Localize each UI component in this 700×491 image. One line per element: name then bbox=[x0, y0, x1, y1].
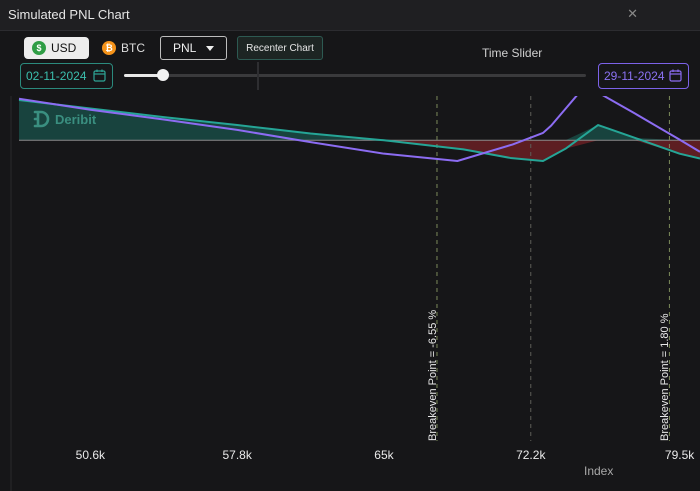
recenter-chart-button[interactable]: Recenter Chart bbox=[237, 36, 323, 60]
btc-toggle-button[interactable]: ₿ BTC bbox=[96, 37, 158, 59]
calendar-icon bbox=[669, 69, 682, 82]
window-title: Simulated PNL Chart bbox=[8, 7, 130, 22]
x-tick-label: 57.8k bbox=[222, 448, 252, 462]
breakeven-label: Breakeven Point = -6.55 % bbox=[426, 309, 439, 441]
profit-area bbox=[19, 100, 700, 141]
chevron-down-icon bbox=[206, 46, 214, 51]
x-tick-label: 72.2k bbox=[516, 448, 546, 462]
time-slider-fill bbox=[124, 74, 164, 77]
bitcoin-coin-icon: ₿ bbox=[102, 41, 116, 55]
time-slider-marker bbox=[257, 62, 259, 90]
btc-label: BTC bbox=[121, 41, 145, 55]
deribit-wordmark: Deribit bbox=[55, 111, 97, 127]
x-tick-label: 65k bbox=[374, 448, 394, 462]
start-date-picker[interactable]: 02-11-2024 bbox=[20, 63, 113, 89]
breakeven-label: Breakeven Point = 1.80 % bbox=[659, 313, 672, 442]
time-slider-label: Time Slider bbox=[482, 46, 543, 60]
pnl-chart-canvas bbox=[10, 96, 700, 491]
dollar-coin-icon: $ bbox=[32, 41, 46, 55]
window-titlebar: Simulated PNL Chart ✕ bbox=[0, 0, 700, 31]
x-axis-title: Index bbox=[584, 464, 614, 478]
metric-select[interactable]: PNL bbox=[160, 36, 227, 60]
usd-toggle-button[interactable]: $ USD bbox=[24, 37, 89, 59]
metric-select-value: PNL bbox=[173, 41, 197, 55]
end-date-value: 29-11-2024 bbox=[604, 69, 665, 83]
series-line-1 bbox=[18, 96, 700, 162]
deribit-watermark: Deribit bbox=[32, 110, 96, 128]
x-tick-label: 79.5k bbox=[664, 448, 695, 462]
usd-label: USD bbox=[51, 41, 77, 55]
time-slider-handle[interactable] bbox=[157, 69, 170, 81]
deribit-logo-icon bbox=[33, 110, 50, 128]
loss-area bbox=[19, 140, 700, 161]
close-icon[interactable]: ✕ bbox=[627, 6, 638, 21]
x-tick-label: 50.6k bbox=[75, 448, 106, 462]
start-date-value: 02-11-2024 bbox=[26, 69, 87, 83]
end-date-picker[interactable]: 29-11-2024 bbox=[598, 63, 689, 89]
pnl-chart[interactable] bbox=[0, 96, 700, 491]
chart-controls: $ USD ₿ BTC PNL Recenter Chart Time Slid… bbox=[0, 34, 700, 94]
series-line-0 bbox=[18, 99, 700, 162]
time-slider-track[interactable] bbox=[124, 74, 586, 77]
calendar-icon bbox=[93, 69, 106, 82]
